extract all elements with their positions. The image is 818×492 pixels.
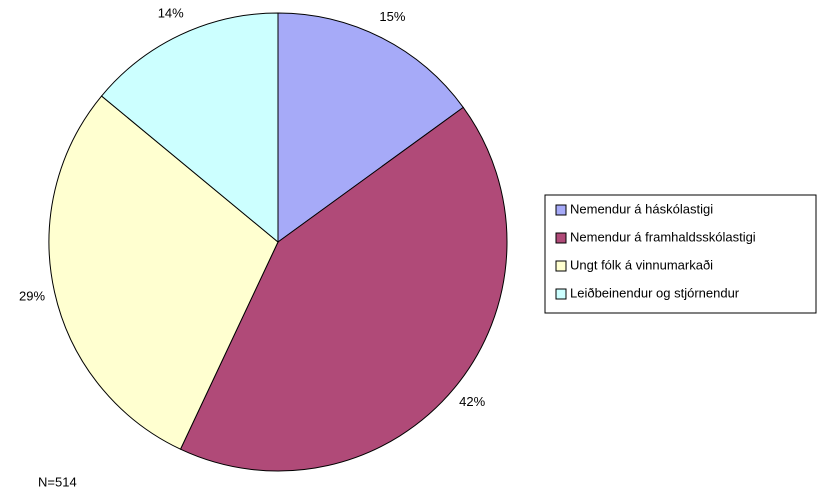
data-label: 15% bbox=[379, 9, 405, 24]
legend-swatch bbox=[555, 204, 567, 216]
legend-box bbox=[544, 194, 817, 314]
data-label: 42% bbox=[459, 394, 485, 409]
legend-label: Nemendur á háskólastigi bbox=[570, 201, 713, 216]
pie-slice bbox=[100, 12, 279, 244]
legend-label: Ungt fólk á vinnumarkaði bbox=[570, 257, 713, 272]
pie-slice bbox=[48, 95, 279, 450]
pie-slice bbox=[179, 106, 508, 472]
data-label: 14% bbox=[158, 5, 184, 20]
legend-label: Nemendur á framhaldsskólastigi bbox=[570, 229, 756, 244]
legend-swatch bbox=[555, 288, 567, 300]
legend-swatch bbox=[555, 232, 567, 244]
data-label: 29% bbox=[19, 288, 45, 303]
legend-label: Leiðbeinendur og stjórnendur bbox=[570, 285, 740, 300]
pie-slice bbox=[277, 12, 464, 243]
annotation: N=514 bbox=[38, 474, 77, 489]
legend-swatch bbox=[555, 260, 567, 272]
